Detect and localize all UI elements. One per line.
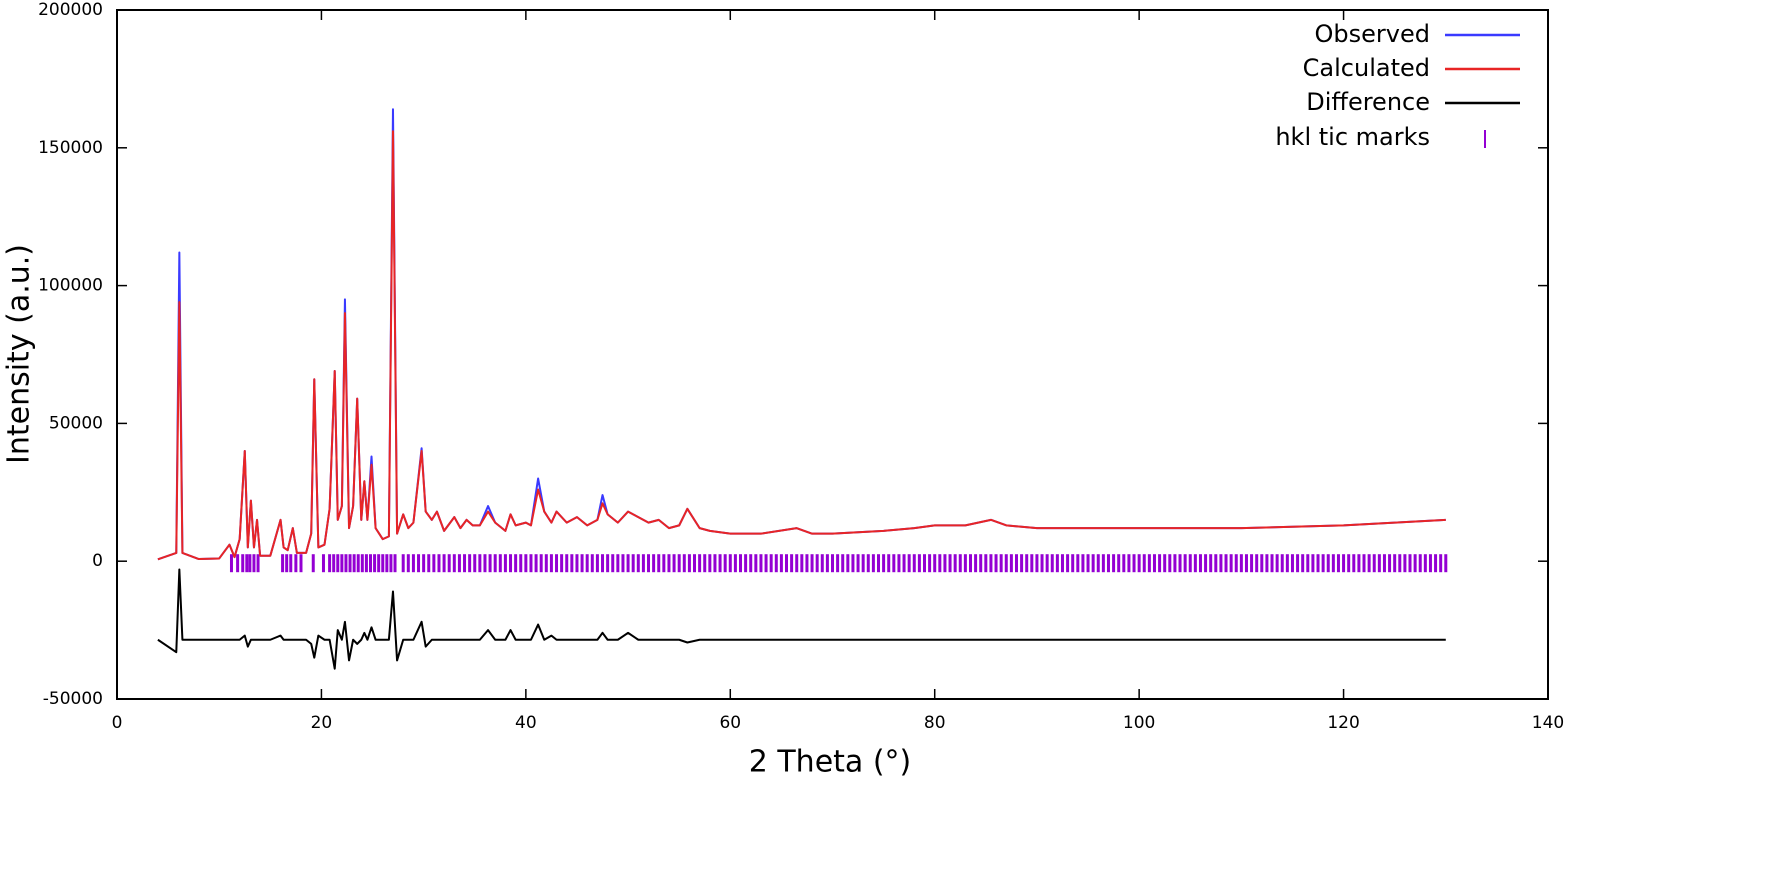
y-tick-label: 200000 [38,0,103,20]
x-axis-label: 2 Theta (°) [749,745,912,780]
series-line [157,130,1446,561]
y-tick-label: 100000 [38,276,103,296]
y-tick-label: 50000 [49,413,103,433]
x-tick-label: 40 [515,713,537,733]
x-tick-label: 60 [719,713,741,733]
y-tick-label: -50000 [43,689,103,709]
legend-label: Difference [1306,88,1430,116]
x-tick-label: 120 [1327,713,1359,733]
x-tick-label: 80 [924,713,946,733]
y-tick-label: 0 [92,551,103,571]
x-tick-label: 140 [1532,713,1564,733]
legend-label: hkl tic marks [1275,123,1430,151]
series-line [157,568,1446,670]
x-tick-label: 100 [1123,713,1155,733]
legend-label: Calculated [1303,54,1430,82]
plot-frame [116,9,1549,700]
legend-label: Observed [1315,20,1430,48]
y-tick-label: 150000 [38,138,103,158]
x-tick-label: 0 [112,713,123,733]
series-line [157,108,1446,561]
x-tick-label: 20 [311,713,333,733]
y-axis-label: Intensity (a.u.) [2,244,37,464]
